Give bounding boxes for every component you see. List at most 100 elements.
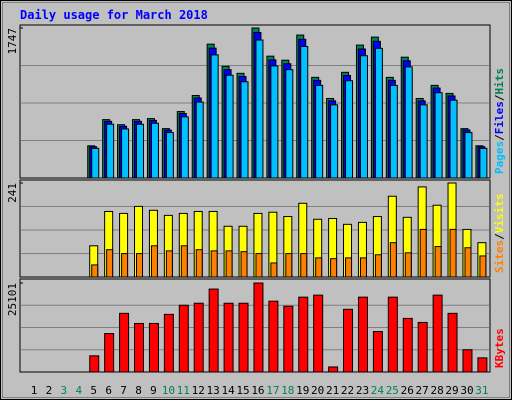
- legend-entry: Hits: [493, 68, 506, 95]
- bar: [432, 294, 443, 373]
- x-tick-label: 27: [416, 384, 429, 397]
- bar: [165, 250, 173, 278]
- bar: [345, 257, 353, 278]
- bar: [313, 294, 324, 373]
- bar: [343, 308, 354, 373]
- x-tick-label: 20: [311, 384, 324, 397]
- bar: [447, 312, 458, 373]
- bar: [283, 305, 294, 373]
- bar: [165, 132, 174, 179]
- x-tick-label: 2: [46, 384, 53, 397]
- bar: [419, 228, 427, 278]
- bar: [464, 132, 473, 179]
- bar: [238, 302, 249, 373]
- bar: [389, 84, 398, 179]
- bar: [163, 313, 174, 373]
- bar: [150, 122, 159, 179]
- legend: KBytes: [493, 328, 506, 368]
- bar: [330, 104, 339, 179]
- bar: [268, 300, 279, 373]
- x-tick-label: 22: [341, 384, 354, 397]
- bar: [210, 250, 218, 278]
- x-tick-label: 23: [356, 384, 369, 397]
- bar: [106, 123, 115, 179]
- y-tick-label: 1747: [6, 28, 19, 55]
- bar: [121, 253, 129, 278]
- bar: [121, 128, 130, 179]
- bar: [134, 322, 145, 373]
- legend: Sites/Visits: [493, 194, 506, 274]
- bar: [136, 123, 145, 179]
- legend-separator: /: [493, 134, 506, 141]
- x-tick-label: 29: [445, 384, 458, 397]
- bar: [387, 296, 398, 373]
- x-tick-label: 21: [326, 384, 339, 397]
- bar: [345, 80, 354, 179]
- bar: [119, 312, 130, 373]
- legend-separator: /: [493, 94, 506, 101]
- x-tick-label: 3: [61, 384, 68, 397]
- bar: [298, 296, 309, 373]
- bar: [300, 253, 308, 278]
- bar: [389, 242, 397, 278]
- bar: [374, 47, 383, 179]
- x-tick-label: 12: [192, 384, 205, 397]
- x-tick-label: 24: [371, 384, 385, 397]
- bar: [223, 302, 234, 373]
- bar: [225, 250, 233, 278]
- bar: [359, 257, 367, 278]
- bar: [193, 302, 204, 373]
- bar: [255, 39, 264, 179]
- bar: [91, 264, 99, 278]
- x-tick-label: 1: [31, 384, 38, 397]
- legend-entry: KBytes: [493, 328, 506, 368]
- bar: [225, 74, 234, 179]
- legend: Pages/Files/Hits: [493, 68, 506, 174]
- bar: [148, 322, 159, 373]
- bar: [404, 66, 413, 179]
- x-tick-label: 6: [105, 384, 112, 397]
- bar: [270, 262, 278, 278]
- bar: [89, 355, 100, 373]
- x-tick-label: 11: [177, 384, 190, 397]
- legend-entry: Sites: [493, 240, 506, 273]
- bar: [402, 317, 413, 373]
- x-tick-label: 19: [296, 384, 309, 397]
- y-tick-label: 25101: [6, 283, 19, 316]
- bar: [479, 255, 487, 278]
- bar: [330, 258, 338, 278]
- bar: [359, 55, 368, 179]
- bar: [208, 288, 219, 373]
- legend-separator: /: [493, 233, 506, 240]
- x-tick-label: 28: [430, 384, 443, 397]
- bar: [357, 296, 368, 373]
- x-tick-label: 15: [236, 384, 249, 397]
- bar: [136, 253, 144, 278]
- x-tick-label: 10: [162, 384, 175, 397]
- bar: [434, 92, 443, 179]
- x-tick-label: 30: [460, 384, 473, 397]
- bar: [419, 104, 428, 179]
- bar: [150, 245, 158, 278]
- x-tick-label: 31: [475, 384, 488, 397]
- bar: [91, 147, 100, 179]
- bar: [328, 366, 339, 373]
- x-tick-label: 14: [221, 384, 235, 397]
- bar: [372, 331, 383, 373]
- x-tick-label: 9: [150, 384, 157, 397]
- bar: [315, 257, 323, 278]
- x-tick-label: 17: [266, 384, 279, 397]
- bar: [477, 357, 488, 373]
- bar: [315, 84, 324, 179]
- x-tick-label: 26: [401, 384, 414, 397]
- bar: [374, 254, 382, 278]
- bar: [178, 304, 189, 373]
- bar: [285, 69, 294, 179]
- x-tick-label: 18: [281, 384, 294, 397]
- bar: [270, 65, 279, 179]
- x-tick-label: 7: [120, 384, 127, 397]
- bar: [285, 253, 293, 278]
- bar: [434, 246, 442, 278]
- bar: [464, 247, 472, 278]
